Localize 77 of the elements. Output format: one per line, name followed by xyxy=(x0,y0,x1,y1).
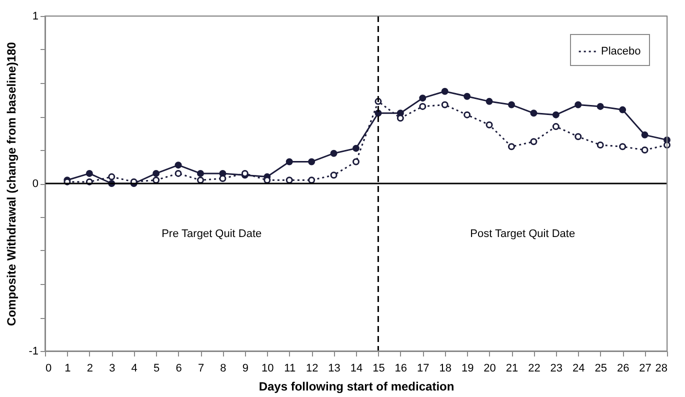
point xyxy=(308,176,316,184)
x-tick-label: 24 xyxy=(572,362,585,374)
x-tick-label: 23 xyxy=(550,362,563,374)
y-tick-label: -1 xyxy=(28,346,38,358)
x-tick-label: 11 xyxy=(284,362,296,374)
x-tick-label: 9 xyxy=(242,362,248,374)
point xyxy=(530,138,538,146)
x-tick-label: 19 xyxy=(461,362,474,374)
x-tick-label: 3 xyxy=(109,362,116,374)
y-axis-title: Composite Withdrawal (change from baseline)180 xyxy=(4,42,19,326)
x-tick-label: 25 xyxy=(594,362,607,374)
x-tick-label: 0 xyxy=(46,362,52,374)
point xyxy=(552,111,560,118)
point xyxy=(308,158,316,166)
x-tick-label: 15 xyxy=(372,362,385,374)
point xyxy=(641,146,648,154)
annotation: Post Target Quit Date xyxy=(470,228,576,240)
point xyxy=(219,174,226,182)
point xyxy=(419,94,426,102)
y-tick-label: 1 xyxy=(32,10,38,22)
annotation: Pre Target Quit Date xyxy=(162,228,262,240)
point xyxy=(330,150,338,157)
point xyxy=(197,170,204,177)
y-tick-label: 0 xyxy=(32,178,38,190)
point xyxy=(641,131,648,138)
x-tick-label: 16 xyxy=(394,362,408,374)
x-axis-title: Days following start of medication xyxy=(258,380,454,394)
x-tick-label: 12 xyxy=(306,362,318,374)
x-tick-label: 27 xyxy=(639,362,652,374)
point xyxy=(619,106,626,114)
point xyxy=(596,141,604,148)
x-tick-label: 1 xyxy=(64,362,71,374)
x-tick-label: 26 xyxy=(616,362,630,374)
x-tick-label: 4 xyxy=(131,362,138,374)
x-tick-label: 5 xyxy=(154,362,160,374)
x-tick-label: 2 xyxy=(86,362,93,374)
point xyxy=(574,101,582,108)
point xyxy=(152,176,160,184)
point xyxy=(508,143,515,150)
point xyxy=(352,158,360,166)
point xyxy=(108,173,116,180)
point xyxy=(619,143,626,150)
point xyxy=(596,102,604,110)
x-tick-label: 14 xyxy=(350,362,363,374)
x-tick-label: 10 xyxy=(262,362,274,374)
point xyxy=(152,170,160,177)
point xyxy=(197,176,204,184)
x-tick-label: 18 xyxy=(439,362,452,374)
point xyxy=(286,158,293,166)
point xyxy=(464,92,471,100)
point xyxy=(486,98,493,105)
point xyxy=(419,102,426,110)
x-tick-label: 8 xyxy=(220,362,226,374)
point xyxy=(286,176,293,184)
x-tick-label: 28 xyxy=(655,362,668,374)
point xyxy=(352,144,360,152)
x-tick-label: 13 xyxy=(328,362,340,374)
point xyxy=(441,88,448,95)
x-tick-label: 21 xyxy=(506,362,518,374)
point xyxy=(330,172,338,179)
x-tick-label: 7 xyxy=(198,362,204,374)
x-tick-label: 20 xyxy=(484,362,496,374)
x-tick-label: 22 xyxy=(528,362,540,374)
point xyxy=(174,170,182,177)
point xyxy=(174,162,182,169)
legend-label: Placebo xyxy=(601,46,641,58)
x-tick-label: 6 xyxy=(176,362,182,374)
x-tick-label: 17 xyxy=(417,362,430,374)
point xyxy=(441,101,448,108)
point xyxy=(86,170,93,177)
point xyxy=(508,101,515,108)
point xyxy=(464,111,471,118)
point xyxy=(552,123,560,130)
point xyxy=(486,121,493,128)
point xyxy=(530,110,538,117)
point xyxy=(396,114,404,122)
point xyxy=(574,133,582,140)
